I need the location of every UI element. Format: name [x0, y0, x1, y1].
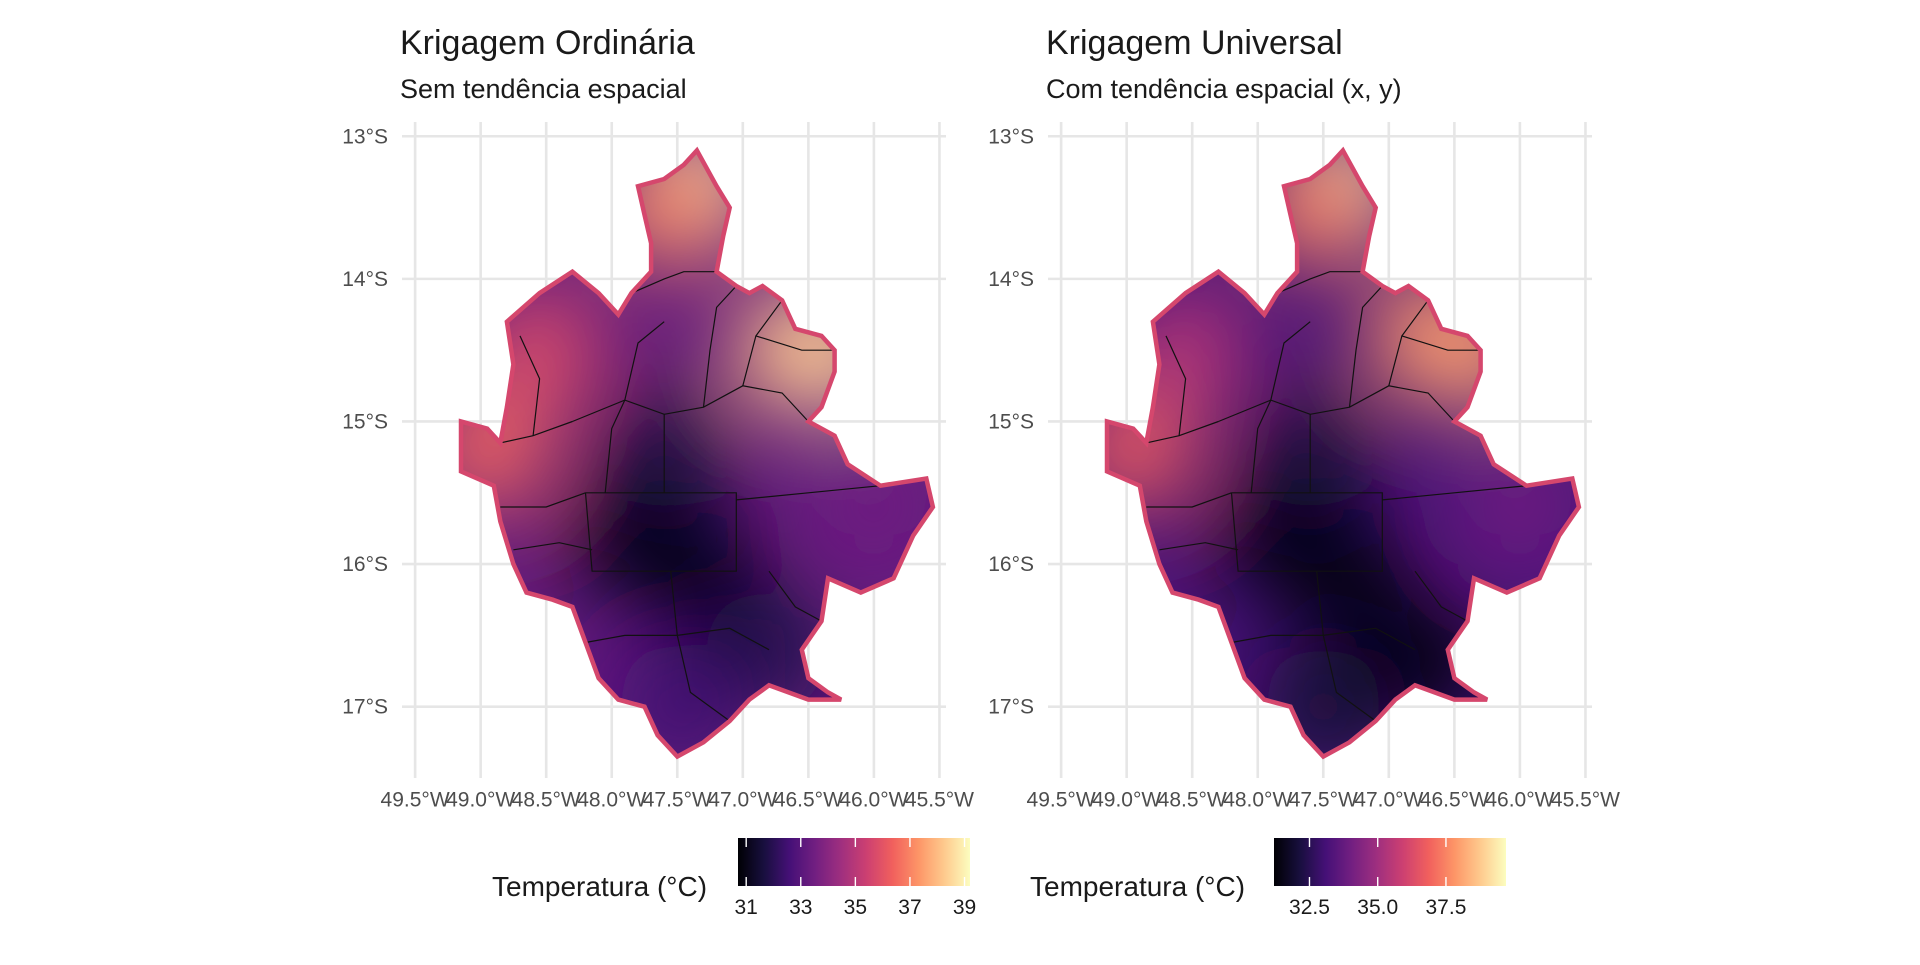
municipal-border [1348, 285, 1383, 408]
longitude-axis: 49.5°W49.0°W48.5°W48.0°W47.5°W47.0°W46.5… [381, 788, 975, 811]
colorbar-tick-label: 39 [953, 896, 976, 919]
municipal-border [1159, 542, 1239, 551]
x-tick-label: 45.5°W [1551, 788, 1620, 811]
y-tick-label: 17°S [988, 696, 1034, 719]
x-tick-label: 49.5°W [1027, 788, 1096, 811]
municipal-border [519, 335, 541, 436]
legend-title: Temperatura (°C) [492, 871, 707, 902]
municipal-border [1270, 321, 1311, 401]
x-tick-label: 49.0°W [446, 788, 515, 811]
municipal-border [1382, 485, 1527, 501]
latitude-axis: 13°S 14°S 15°S 16°S 17°S [988, 125, 1034, 718]
municipal-border [1146, 492, 1232, 508]
panel-title: Krigagem Universal [1046, 24, 1343, 62]
municipal-border [1231, 627, 1416, 651]
temperature-hotspot [461, 388, 550, 512]
x-tick-label: 46.5°W [774, 788, 843, 811]
panel-universal-kriging: Krigagem Universal Com tendência espacia… [988, 24, 1620, 919]
municipal-border [1250, 399, 1272, 493]
panel-title: Krigagem Ordinária [400, 24, 695, 62]
x-tick-label: 47.5°W [1289, 788, 1358, 811]
y-tick-label: 16°S [342, 553, 388, 576]
municipal-border [585, 627, 770, 651]
colorbar-legend: Temperatura (°C) 32.5 35.0 37.5 [1030, 838, 1506, 919]
colorbar-tick-label: 35.0 [1357, 896, 1398, 919]
colorbar-legend: Temperatura (°C) 31 33 35 37 39 [492, 838, 976, 919]
x-tick-label: 48.0°W [577, 788, 646, 811]
municipal-border [584, 492, 737, 572]
y-tick-label: 13°S [988, 125, 1034, 148]
colorbar-tick-label: 32.5 [1289, 896, 1330, 919]
region-outline [458, 146, 936, 760]
temperature-hotspot [1254, 150, 1379, 270]
colorbar-tick-label: 35 [844, 896, 867, 919]
municipal-border [1401, 335, 1481, 351]
x-tick-label: 48.0°W [1223, 788, 1292, 811]
colorbar-ticks: 31 33 35 37 39 [735, 838, 976, 919]
panel-ordinary-kriging: Krigagem Ordinária Sem tendência espacia… [342, 24, 976, 919]
legend-title: Temperatura (°C) [1030, 871, 1245, 902]
y-tick-label: 14°S [342, 268, 388, 291]
municipal-border [624, 321, 665, 401]
municipal-border [604, 399, 626, 493]
municipal-border [768, 570, 822, 622]
y-tick-label: 13°S [342, 125, 388, 148]
longitude-axis: 49.5°W49.0°W48.5°W48.0°W47.5°W47.0°W46.5… [1027, 788, 1621, 811]
municipal-border [736, 485, 881, 501]
x-tick-label: 47.0°W [1354, 788, 1423, 811]
temperature-hotspot [1123, 288, 1248, 413]
y-tick-label: 14°S [988, 268, 1034, 291]
region-outline [1104, 146, 1582, 760]
x-tick-label: 48.5°W [1158, 788, 1227, 811]
temperature-hotspot [1287, 516, 1412, 641]
x-tick-label: 49.0°W [1092, 788, 1161, 811]
y-tick-label: 15°S [988, 410, 1034, 433]
municipal-border [702, 285, 737, 408]
colorbar [1274, 838, 1506, 886]
colorbar [738, 838, 970, 886]
colorbar-tick-label: 37 [898, 896, 921, 919]
temperature-hotspot [477, 288, 602, 413]
municipal-border [1230, 492, 1383, 572]
x-tick-label: 46.0°W [1485, 788, 1554, 811]
municipal-border [1277, 271, 1363, 294]
temperature-surface [1107, 150, 1579, 757]
y-tick-label: 17°S [342, 696, 388, 719]
municipal-border [631, 271, 717, 294]
temperature-hotspot [608, 150, 733, 270]
x-tick-label: 48.5°W [512, 788, 581, 811]
x-tick-label: 45.5°W [905, 788, 974, 811]
colorbar-ticks: 32.5 35.0 37.5 [1289, 838, 1466, 919]
temperature-hotspot [707, 587, 832, 712]
x-tick-label: 46.0°W [839, 788, 908, 811]
municipal-border [1414, 570, 1468, 622]
latitude-axis: 13°S 14°S 15°S 16°S 17°S [342, 125, 388, 718]
temperature-surface [461, 150, 933, 757]
y-tick-label: 16°S [988, 553, 1034, 576]
municipal-border [1316, 571, 1377, 722]
municipal-border [670, 571, 731, 722]
temperature-hotspot [1107, 388, 1196, 512]
panel-subtitle: Com tendência espacial (x, y) [1046, 74, 1402, 104]
x-tick-label: 46.5°W [1420, 788, 1489, 811]
colorbar-tick-label: 31 [735, 896, 758, 919]
x-tick-label: 47.5°W [643, 788, 712, 811]
x-tick-label: 49.5°W [381, 788, 450, 811]
colorbar-tick-label: 37.5 [1426, 896, 1467, 919]
municipal-border [1165, 335, 1187, 436]
municipal-border [500, 492, 586, 508]
y-tick-label: 15°S [342, 410, 388, 433]
x-tick-label: 47.0°W [708, 788, 777, 811]
colorbar-tick-label: 33 [789, 896, 812, 919]
municipal-border [755, 335, 835, 351]
panel-subtitle: Sem tendência espacial [400, 74, 687, 104]
municipal-border [513, 542, 593, 551]
